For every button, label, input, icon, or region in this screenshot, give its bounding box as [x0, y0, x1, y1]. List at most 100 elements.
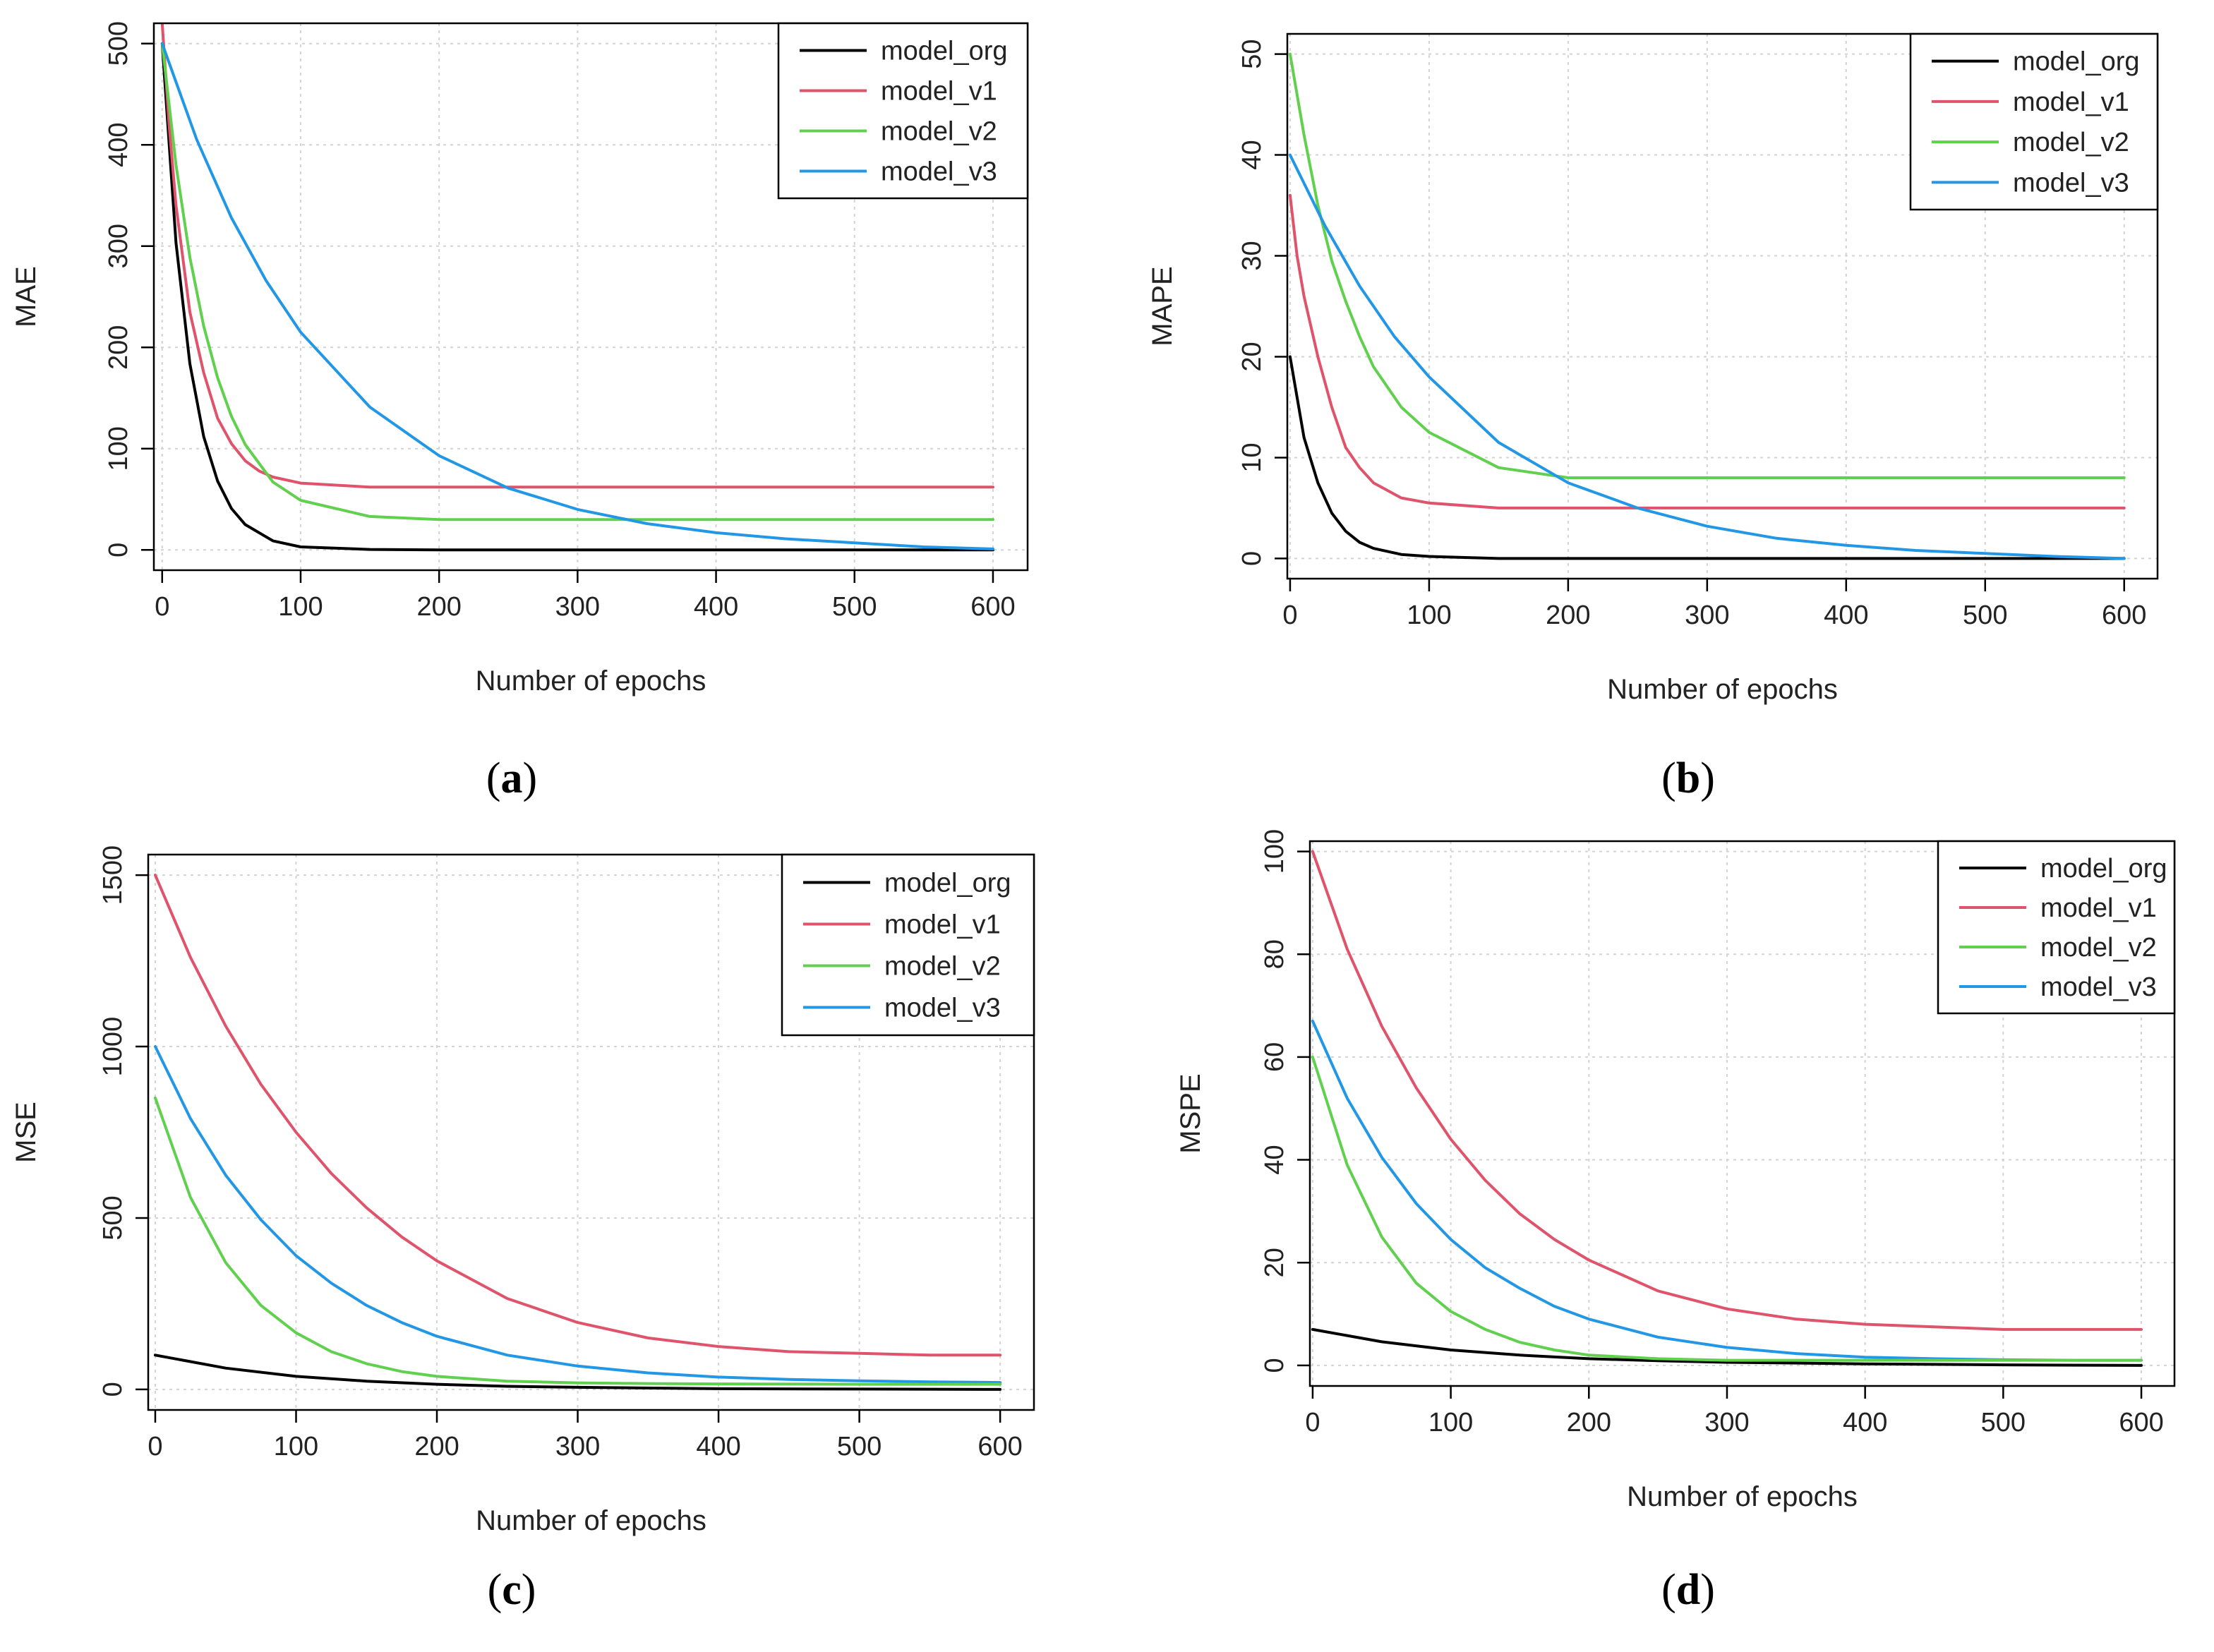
- y-tick-label: 30: [1237, 241, 1267, 270]
- series-line-model_v3: [154, 1045, 1002, 1385]
- panel-paren: ): [1700, 754, 1715, 802]
- panel-paren: (: [1661, 1566, 1676, 1614]
- x-tick-label: 0: [148, 1432, 162, 1461]
- y-tick-label: 10: [1237, 442, 1267, 472]
- y-tick-label: 1500: [98, 845, 128, 905]
- legend-label-model_v3: model_v3: [2040, 972, 2157, 1002]
- legend-label-model_org: model_org: [2040, 854, 2167, 884]
- legend-box: [1909, 32, 2159, 211]
- x-tick-label: 400: [694, 592, 738, 622]
- series-line-model_org: [154, 1353, 1002, 1391]
- x-tick-label: 600: [2102, 601, 2146, 630]
- x-tick-label: 500: [1981, 1408, 2026, 1437]
- legend-label-model_v1: model_v1: [884, 910, 1001, 940]
- plot-box: [1286, 32, 2159, 580]
- panel-letter: a: [501, 754, 523, 802]
- panel-caption: (a): [486, 754, 537, 802]
- legend-label-model_v3: model_v3: [884, 994, 1001, 1023]
- legend: model_org model_v1 model_v2 model_v3: [1937, 840, 2176, 1015]
- x-tick-label: 500: [837, 1432, 882, 1461]
- series-line-model_org: [1288, 355, 2126, 560]
- legend: model_org model_v1 model_v2 model_v3: [781, 853, 1035, 1037]
- legend-label-model_org: model_org: [881, 37, 1008, 66]
- series-lines: [160, 23, 994, 552]
- legend-label-model_v3: model_v3: [2013, 168, 2129, 198]
- chart-panel-c: 0 100 200 300 400 500 600 0 500 1000 1500 Number of…: [11, 845, 1035, 1614]
- panel-caption: (c): [488, 1566, 536, 1614]
- x-tick-label: 100: [274, 1432, 318, 1461]
- x-tick-label: 500: [1963, 601, 2007, 630]
- x-tick-label: 300: [555, 1432, 600, 1461]
- panel-caption: (b): [1661, 754, 1715, 802]
- y-tick-label: 400: [104, 123, 133, 167]
- series-line-model_v2: [1311, 1055, 2143, 1362]
- y-tick-label: 0: [98, 1382, 128, 1397]
- legend-label-model_v3: model_v3: [881, 157, 997, 187]
- legend-box: [1937, 840, 2176, 1015]
- y-axis-label: MSE: [11, 1102, 42, 1163]
- series-line-model_v1: [160, 23, 994, 489]
- y-tick-label: 0: [1260, 1358, 1289, 1373]
- panel-caption: (d): [1661, 1566, 1715, 1614]
- panel-paren: ): [523, 754, 538, 802]
- panel-paren: (: [486, 754, 501, 802]
- x-tick-label: 300: [555, 592, 600, 622]
- y-tick-label: 200: [104, 325, 133, 370]
- x-axis-label: Number of epochs: [1607, 674, 1838, 705]
- x-tick-label: 600: [970, 592, 1015, 622]
- plot-box: [1308, 840, 2176, 1387]
- legend: model_org model_v1 model_v2 model_v3: [777, 22, 1029, 200]
- x-tick-label: 0: [155, 592, 169, 622]
- y-axis-label: MAE: [11, 266, 42, 327]
- x-tick-label: 500: [832, 592, 877, 622]
- y-axis-label: MSPE: [1175, 1073, 1206, 1153]
- legend-label-model_v1: model_v1: [881, 77, 997, 107]
- series-line-model_v1: [1311, 850, 2143, 1331]
- legend-label-model_v1: model_v1: [2013, 88, 2129, 117]
- series-lines: [1288, 52, 2126, 560]
- legend-label-model_v1: model_v1: [2040, 893, 2157, 923]
- series-line-model_v2: [160, 42, 994, 521]
- legend-label-model_v2: model_v2: [881, 117, 997, 147]
- y-tick-label: 300: [104, 224, 133, 268]
- chart-panel-d: 0 100 200 300 400 500 600 0 20 40 60 80 100 Number of…: [1175, 829, 2176, 1614]
- y-tick-label: 0: [104, 543, 133, 557]
- series-line-model_v3: [160, 42, 994, 550]
- x-tick-label: 100: [278, 592, 323, 622]
- x-tick-label: 200: [416, 592, 461, 622]
- series-line-model_v2: [154, 1096, 1002, 1386]
- x-tick-label: 600: [977, 1432, 1022, 1461]
- legend-label-model_org: model_org: [884, 869, 1011, 898]
- panel-letter: d: [1676, 1566, 1700, 1614]
- y-axis-label: MAPE: [1147, 266, 1178, 346]
- panel-letter: c: [502, 1566, 522, 1614]
- legend: model_org model_v1 model_v2 model_v3: [1909, 32, 2159, 211]
- legend-box: [777, 22, 1029, 200]
- x-axis-label: Number of epochs: [1627, 1481, 1858, 1512]
- y-tick-label: 100: [1260, 829, 1289, 874]
- legend-label-model_v2: model_v2: [2013, 128, 2129, 157]
- x-tick-label: 400: [1824, 601, 1868, 630]
- series-line-model_v3: [1288, 153, 2126, 560]
- series-line-model_v1: [1288, 193, 2126, 510]
- y-tick-label: 50: [1237, 39, 1267, 68]
- x-tick-label: 400: [1843, 1408, 1887, 1437]
- x-axis-label: Number of epochs: [476, 665, 706, 697]
- series-line-model_v1: [154, 874, 1002, 1357]
- series-line-model_org: [160, 42, 994, 552]
- panel-paren: (: [1661, 754, 1676, 802]
- x-tick-label: 400: [696, 1432, 740, 1461]
- y-tick-label: 20: [1237, 342, 1267, 371]
- legend-label-model_v2: model_v2: [884, 952, 1001, 982]
- y-tick-label: 1000: [98, 1017, 128, 1077]
- x-tick-label: 0: [1305, 1408, 1320, 1437]
- series-lines: [154, 874, 1002, 1391]
- plot-box: [152, 22, 1029, 572]
- y-tick-label: 0: [1237, 551, 1267, 566]
- y-tick-label: 60: [1260, 1042, 1289, 1072]
- legend-box: [781, 853, 1035, 1037]
- legend-label-model_v2: model_v2: [2040, 933, 2157, 963]
- series-lines: [1311, 850, 2143, 1367]
- chart-panel-b: 0 100 200 300 400 500 600 0 10 20 30 40 50 Number of …: [1147, 32, 2159, 802]
